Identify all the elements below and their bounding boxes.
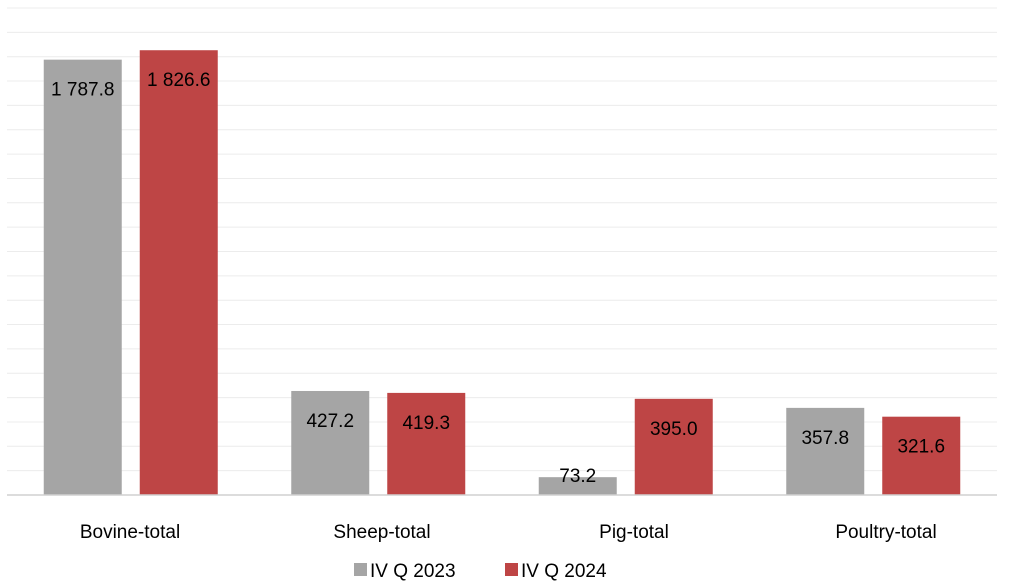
legend-swatch-iv-q-2024	[505, 563, 518, 576]
bar-pig-total-iv-q-2023	[538, 477, 617, 495]
data-label-sheep-total-iv-q-2024: 419.3	[402, 413, 450, 434]
category-label-bovine: Bovine-total	[80, 522, 180, 543]
category-label-poultry: Poultry-total	[835, 522, 936, 543]
data-labels: 1 787.8 1 826.6 427.2 419.3 73.2 395.0 357.8 32…	[51, 70, 945, 487]
bar-poultry-total-iv-q-2023	[786, 407, 865, 495]
category-labels: Bovine-total Sheep-total Pig-total Poult…	[80, 522, 937, 543]
data-label-pig-total-iv-q-2024: 395.0	[650, 419, 698, 440]
bar-poultry-total-iv-q-2024	[882, 416, 961, 495]
legend-label-iv-q-2023: IV Q 2023	[370, 561, 456, 582]
category-label-sheep: Sheep-total	[333, 522, 430, 543]
data-label-poultry-total-iv-q-2024: 321.6	[897, 437, 945, 458]
legend: IV Q 2023 IV Q 2024	[354, 561, 607, 582]
legend-label-iv-q-2024: IV Q 2024	[521, 561, 607, 582]
data-label-sheep-total-iv-q-2023: 427.2	[306, 411, 354, 432]
category-label-pig: Pig-total	[599, 522, 669, 543]
legend-swatch-iv-q-2023	[354, 563, 367, 576]
data-label-poultry-total-iv-q-2023: 357.8	[801, 428, 849, 449]
bar-pig-total-iv-q-2024	[634, 398, 713, 495]
bar-bovine-total-iv-q-2024	[139, 50, 218, 495]
data-label-pig-total-iv-q-2023: 73.2	[559, 466, 596, 487]
bar-sheep-total-iv-q-2024	[387, 392, 466, 495]
data-label-bovine-total-iv-q-2024: 1 826.6	[147, 70, 210, 91]
bars	[43, 50, 961, 495]
data-label-bovine-total-iv-q-2023: 1 787.8	[51, 80, 114, 101]
bar-bovine-total-iv-q-2023	[43, 59, 122, 495]
bar-sheep-total-iv-q-2023	[291, 390, 370, 495]
